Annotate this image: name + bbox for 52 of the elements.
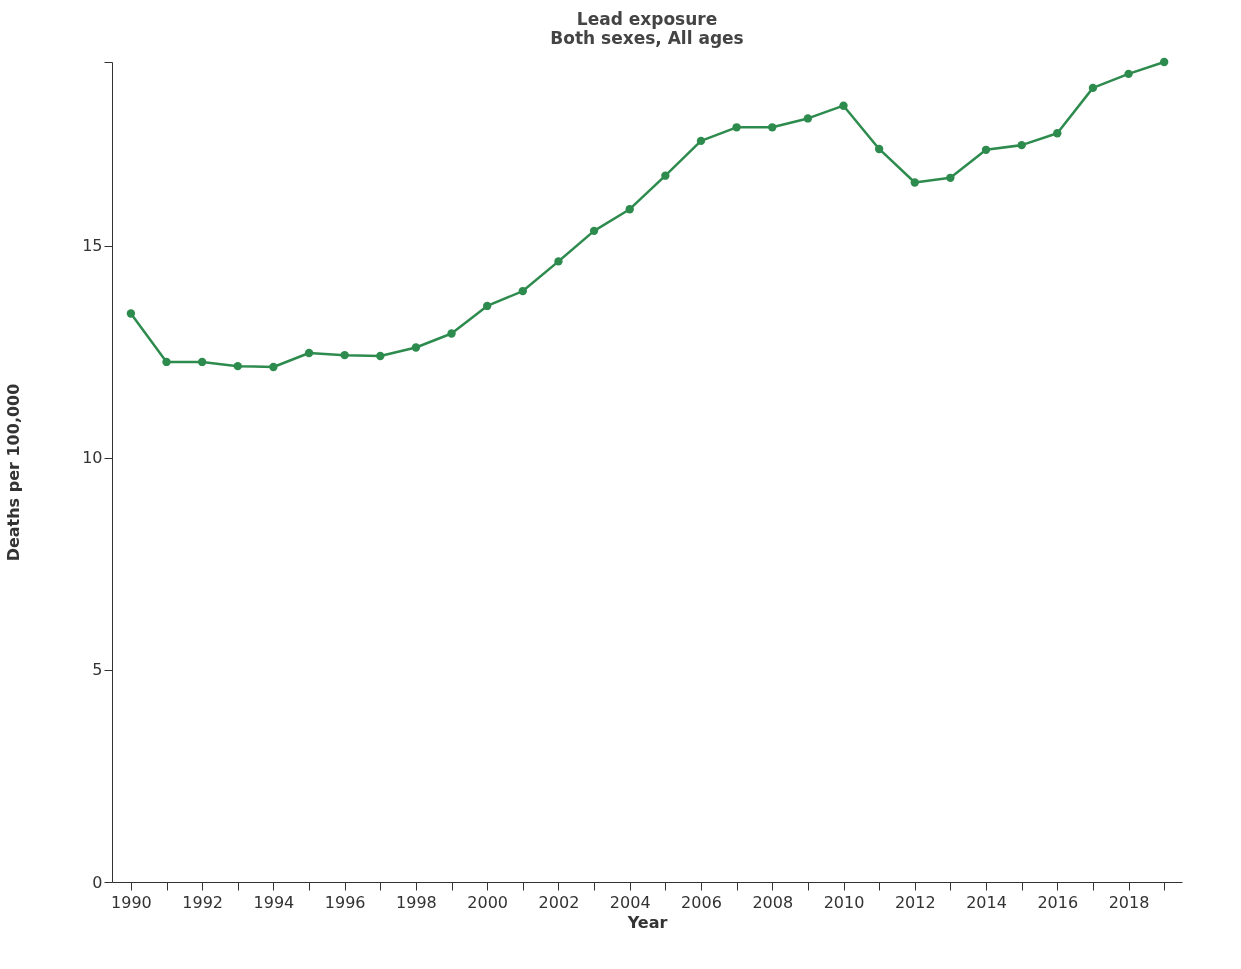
text: Lead exposure xyxy=(576,8,718,29)
point xyxy=(1017,140,1026,150)
x-tick-label: 1990 xyxy=(111,892,152,912)
x-axis-title: Year xyxy=(626,912,668,932)
x-tick-label: 2010 xyxy=(823,892,865,912)
point xyxy=(483,301,492,311)
y-tick-label: 10 xyxy=(82,448,103,468)
point xyxy=(1088,83,1098,93)
point xyxy=(304,348,314,358)
x-tick-label: 2018 xyxy=(1108,892,1150,912)
point xyxy=(1053,129,1062,138)
y-tick-label: 15 xyxy=(82,236,103,256)
point xyxy=(803,114,813,123)
x-tick-label: 2006 xyxy=(681,892,722,912)
point xyxy=(554,257,563,266)
point xyxy=(1160,57,1169,67)
point xyxy=(661,171,670,180)
point xyxy=(732,123,741,132)
point xyxy=(269,362,278,372)
x-tick-label: 1998 xyxy=(396,892,437,912)
x-tick-label: 2014 xyxy=(966,892,1007,912)
point xyxy=(233,361,242,371)
point xyxy=(518,286,528,296)
y-axis-title: Deaths per 100,000 xyxy=(4,383,24,562)
x-tick-label: 2004 xyxy=(609,892,651,912)
point xyxy=(696,136,706,146)
point xyxy=(162,357,171,367)
point xyxy=(910,178,919,187)
x-tick-label: 1996 xyxy=(324,892,366,912)
x-tick-label: 1992 xyxy=(182,892,224,912)
point xyxy=(839,101,848,110)
point xyxy=(768,123,777,132)
point xyxy=(411,343,421,352)
x-tick-label: 1994 xyxy=(253,892,295,912)
x-tick-label: 2012 xyxy=(894,892,936,912)
point xyxy=(1124,69,1133,79)
y-tick-label: 0 xyxy=(92,872,103,892)
point xyxy=(197,357,207,367)
point xyxy=(874,144,884,154)
point xyxy=(376,351,385,361)
point xyxy=(340,350,349,360)
x-tick-label: 2002 xyxy=(538,892,580,912)
point xyxy=(946,173,955,182)
y-tick-label: 5 xyxy=(92,660,103,680)
point xyxy=(447,329,456,338)
point xyxy=(126,309,136,318)
point xyxy=(625,205,634,214)
x-tick-label: 2008 xyxy=(752,892,794,912)
x-tick-label: 2000 xyxy=(467,892,509,912)
point xyxy=(589,226,599,236)
point xyxy=(981,145,991,154)
x-tick-label: 2016 xyxy=(1037,892,1079,912)
